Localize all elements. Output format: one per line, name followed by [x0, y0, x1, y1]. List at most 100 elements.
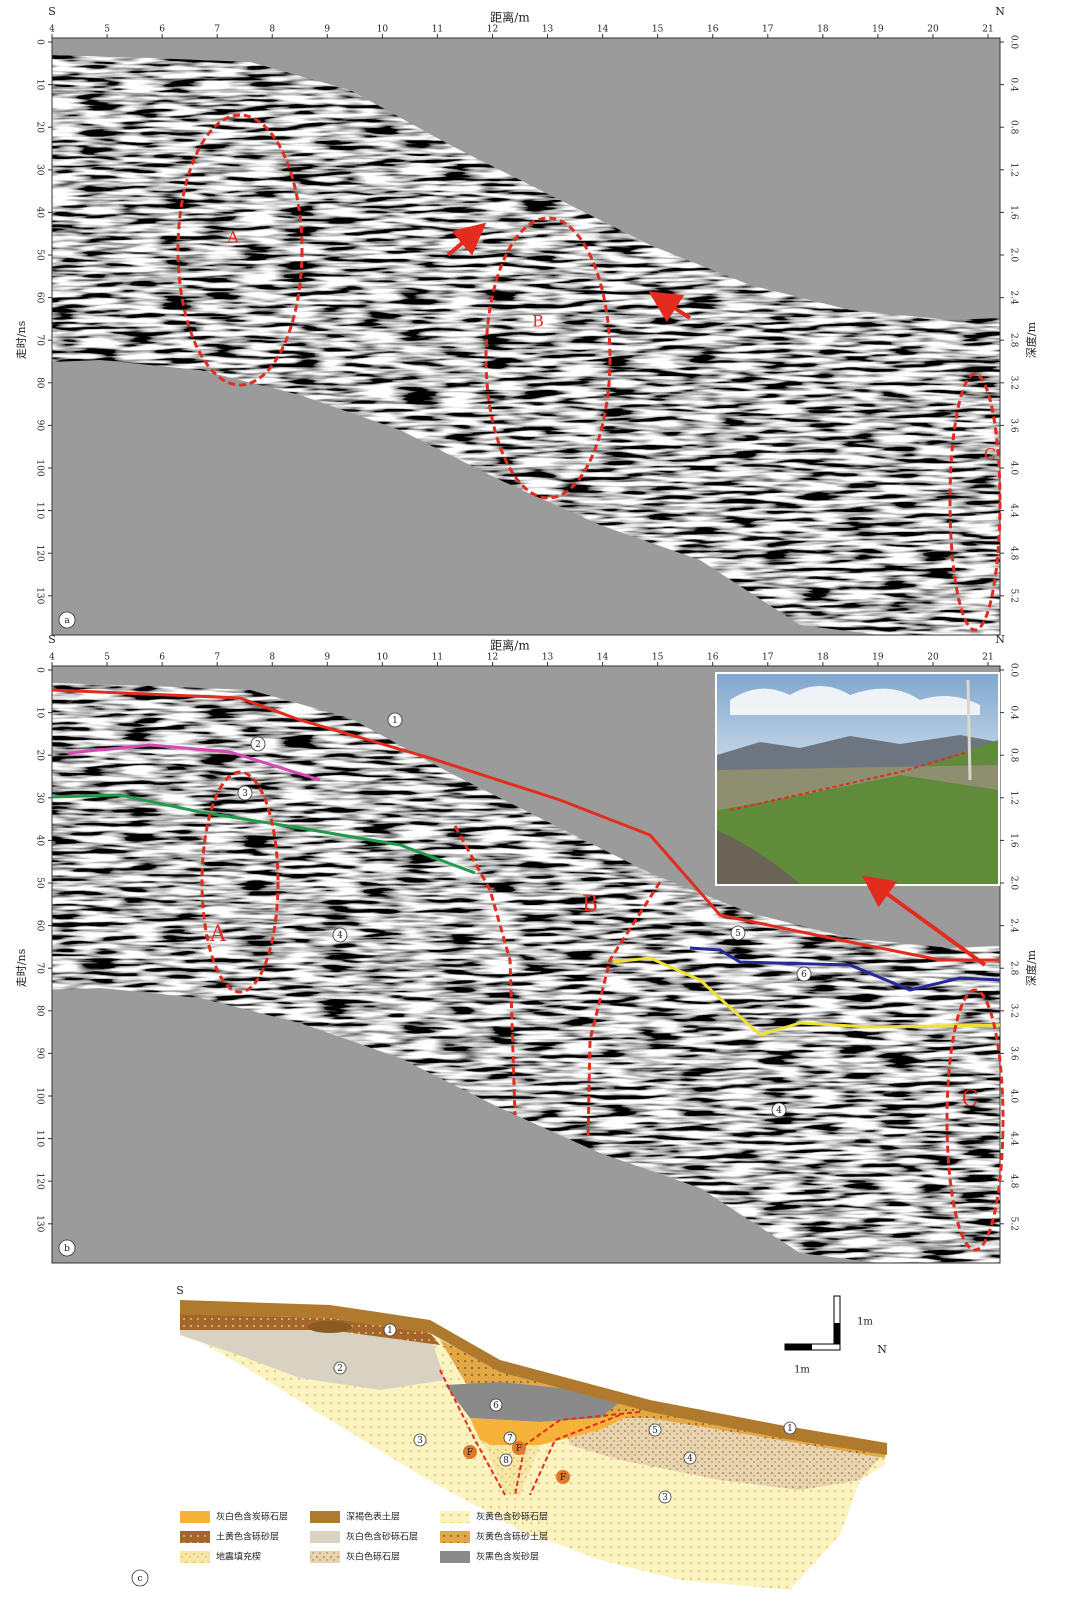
south-label: S: [176, 1284, 184, 1297]
x-tick-label: 20: [927, 25, 939, 35]
depth-tick-label: 4.8: [1009, 546, 1019, 561]
x-tick-label: 5: [104, 653, 110, 663]
x-tick-label: 6: [159, 25, 165, 35]
depth-tick-label: 1.2: [1009, 791, 1019, 805]
legend-swatch: [310, 1511, 340, 1523]
x-tick-label: 21: [982, 25, 993, 35]
legend-label: 灰黑色含炭砂层: [476, 1551, 539, 1563]
y-tick-label: 20: [35, 749, 45, 761]
x-tick-label: 14: [597, 653, 609, 663]
unit-number: 1: [387, 1326, 393, 1336]
y-tick-label: 60: [35, 920, 45, 932]
depth-tick-label: 3.6: [1009, 418, 1019, 433]
depth-tick-label: 5.2: [1009, 1217, 1019, 1231]
layer-number: 3: [242, 789, 248, 799]
y-tick-label: 10: [35, 79, 45, 91]
left-axis-title: 走时/ns: [15, 948, 28, 987]
legend-swatch: [180, 1531, 210, 1543]
x-tick-label: 12: [487, 653, 498, 663]
x-tick-label: 10: [377, 653, 389, 663]
right-axis-title: 深度/m: [1024, 321, 1038, 358]
unit-number: 3: [662, 1493, 668, 1503]
legend-swatch: [440, 1551, 470, 1563]
depth-tick-label: 2.4: [1009, 290, 1019, 305]
y-tick-label: 110: [35, 1130, 45, 1147]
unit-number: 2: [337, 1364, 343, 1374]
x-tick-label: 9: [324, 653, 330, 663]
x-tick-label: 10: [377, 25, 389, 35]
anomaly-label: A: [209, 922, 227, 947]
unit-number: 5: [652, 1426, 658, 1436]
legend-label: 灰白色砾石层: [346, 1551, 400, 1563]
y-tick-label: 120: [35, 545, 45, 562]
depth-tick-label: 2.0: [1009, 248, 1019, 263]
depth-tick-label: 0.8: [1009, 120, 1019, 135]
depth-tick-label: 5.2: [1009, 589, 1019, 603]
figure: 距离/mSN45678910111213141516171819202100.0…: [0, 0, 1089, 1619]
top-axis-title: 距离/m: [490, 10, 530, 25]
anomaly-label: C: [984, 445, 996, 464]
x-tick-label: 11: [432, 25, 443, 35]
right-axis-title: 深度/m: [1024, 949, 1038, 986]
depth-tick-label: 2.8: [1009, 333, 1019, 348]
y-tick-label: 0: [35, 667, 45, 673]
unit-number: 6: [493, 1401, 499, 1411]
depth-tick-label: 2.0: [1009, 876, 1019, 891]
south-label: S: [48, 5, 56, 18]
panel-label: c: [137, 1574, 142, 1584]
legend-label: 灰黄色含砂砾石层: [476, 1511, 548, 1523]
legend-label: 深褐色表土层: [346, 1511, 400, 1523]
layer-number: 2: [255, 740, 261, 750]
x-tick-label: 16: [707, 25, 719, 35]
fault-label: F: [560, 1473, 566, 1483]
fault-label: F: [516, 1444, 522, 1454]
unit-number: 8: [503, 1456, 509, 1466]
left-axis-title: 走时/ns: [15, 320, 28, 359]
x-tick-label: 17: [762, 25, 774, 35]
y-tick-label: 70: [35, 334, 45, 346]
legend-label: 地震填充楔: [216, 1551, 261, 1563]
x-tick-label: 4: [49, 25, 55, 35]
unit-number: 3: [417, 1436, 423, 1446]
depth-tick-label: 0.0: [1009, 663, 1019, 678]
depth-tick-label: 1.2: [1009, 163, 1019, 177]
y-tick-label: 0: [35, 39, 45, 45]
depth-tick-label: 0.4: [1009, 77, 1019, 92]
scale-horizontal-label: 1m: [794, 1365, 810, 1376]
x-tick-label: 4: [49, 653, 55, 663]
scale-vertical-label: 1m: [857, 1317, 873, 1328]
unit-1-lens: [308, 1321, 352, 1333]
y-tick-label: 100: [35, 459, 45, 476]
x-tick-label: 17: [762, 653, 774, 663]
unit-number: 1: [787, 1424, 793, 1434]
x-tick-label: 7: [214, 653, 220, 663]
y-tick-label: 80: [35, 1005, 45, 1017]
depth-tick-label: 3.2: [1009, 376, 1019, 390]
legend-swatch: [310, 1551, 340, 1563]
x-tick-label: 16: [707, 653, 719, 663]
depth-tick-label: 3.2: [1009, 1004, 1019, 1018]
depth-tick-label: 4.4: [1009, 503, 1019, 518]
panel-label: a: [64, 616, 70, 626]
photo-tree: [968, 680, 970, 780]
north-label: N: [995, 5, 1005, 18]
x-tick-label: 8: [269, 25, 275, 35]
y-tick-label: 90: [35, 1048, 45, 1060]
x-tick-label: 15: [652, 653, 664, 663]
layer-number: 4: [776, 1106, 782, 1116]
depth-tick-label: 4.0: [1009, 461, 1019, 476]
depth-tick-label: 0.0: [1009, 35, 1019, 50]
layer-number: 5: [735, 929, 741, 939]
y-tick-label: 30: [35, 164, 45, 176]
anomaly-label: C: [962, 1087, 979, 1112]
south-label: S: [48, 633, 56, 646]
north-label: N: [995, 633, 1005, 646]
y-tick-label: 130: [35, 1215, 45, 1232]
depth-tick-label: 2.8: [1009, 961, 1019, 976]
y-tick-label: 20: [35, 121, 45, 133]
depth-tick-label: 0.8: [1009, 748, 1019, 763]
anomaly-label: A: [226, 228, 239, 247]
legend-swatch: [440, 1531, 470, 1543]
y-tick-label: 50: [35, 877, 45, 889]
depth-tick-label: 3.6: [1009, 1046, 1019, 1061]
